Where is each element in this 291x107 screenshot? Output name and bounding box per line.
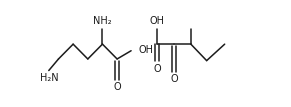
Text: O: O <box>113 82 121 92</box>
Text: NH₂: NH₂ <box>93 16 112 27</box>
Text: OH: OH <box>138 45 153 55</box>
Text: O: O <box>170 74 178 84</box>
Text: OH: OH <box>150 16 164 27</box>
Text: H₂N: H₂N <box>40 73 59 82</box>
Text: O: O <box>153 64 161 74</box>
